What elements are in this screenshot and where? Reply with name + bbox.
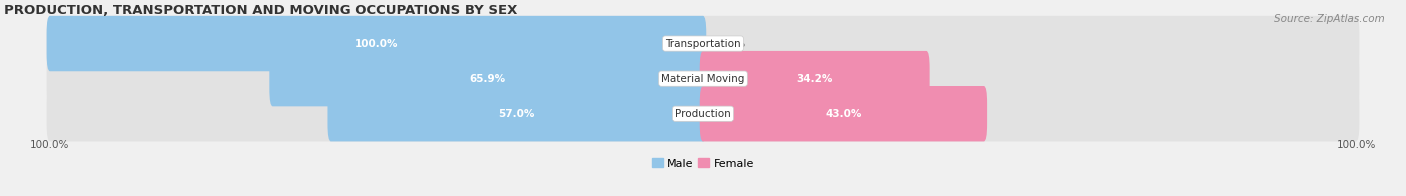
FancyBboxPatch shape [700,86,987,142]
FancyBboxPatch shape [46,51,706,106]
FancyBboxPatch shape [700,51,929,106]
FancyBboxPatch shape [46,16,706,71]
FancyBboxPatch shape [700,51,1360,106]
Text: Transportation: Transportation [665,39,741,49]
FancyBboxPatch shape [270,51,706,106]
Legend: Male, Female: Male, Female [652,158,754,169]
FancyBboxPatch shape [700,86,1360,142]
Text: PRODUCTION, TRANSPORTATION AND MOVING OCCUPATIONS BY SEX: PRODUCTION, TRANSPORTATION AND MOVING OC… [4,4,517,17]
Text: 65.9%: 65.9% [470,74,506,84]
FancyBboxPatch shape [700,16,1360,71]
Text: 57.0%: 57.0% [499,109,536,119]
Text: 100.0%: 100.0% [354,39,398,49]
Text: 0.0%: 0.0% [716,39,745,49]
Text: 43.0%: 43.0% [825,109,862,119]
Text: Production: Production [675,109,731,119]
FancyBboxPatch shape [328,86,706,142]
FancyBboxPatch shape [46,16,706,71]
Text: Source: ZipAtlas.com: Source: ZipAtlas.com [1274,14,1385,24]
FancyBboxPatch shape [46,86,706,142]
Text: Material Moving: Material Moving [661,74,745,84]
Text: 34.2%: 34.2% [796,74,832,84]
